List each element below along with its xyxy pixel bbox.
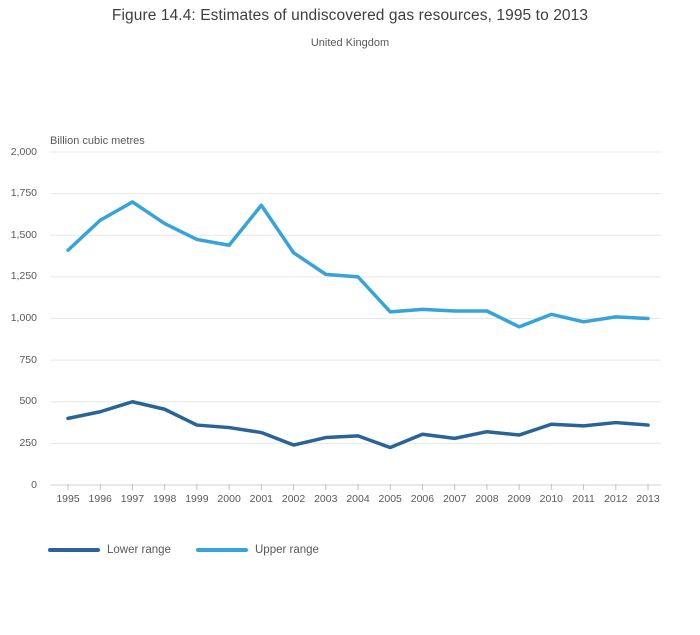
legend-item-lower-range: Lower range [48,542,171,558]
chart-title: Figure 14.4: Estimates of undiscovered g… [111,7,589,24]
y-tick-label: 500 [19,395,37,408]
x-tick-label: 1998 [152,493,177,505]
legend-swatch-lower-range-icon [48,548,100,552]
y-tick-label: 2,000 [10,145,37,158]
y-tick-label: 1,000 [10,312,37,324]
x-tick-label: 2010 [539,493,563,505]
x-tick-label: 2004 [346,493,370,505]
legend-item-upper-range: Upper range [196,542,319,558]
x-tick-label: 2008 [475,493,499,505]
y-tick-label: 0 [31,478,37,491]
x-tick-label: 2012 [604,493,628,505]
y-tick-label: 1,750 [10,187,37,200]
y-tick-label: 250 [19,436,37,449]
x-tick-label: 1995 [56,493,80,505]
x-tick-label: 1999 [185,493,209,505]
legend-label-upper-range: Upper range [255,544,319,556]
x-tick-label: 2003 [314,493,338,505]
y-tick-label: 750 [19,353,37,366]
x-tick-label: 2001 [249,493,273,505]
x-tick-label: 2002 [281,493,306,505]
y-axis-unit-label: Billion cubic metres [50,135,145,147]
x-tick-label: 2013 [636,493,660,505]
x-tick-label: 2007 [442,493,467,505]
y-tick-label: 1,500 [10,228,37,241]
x-tick-label: 2005 [378,493,402,505]
x-tick-label: 2009 [507,493,531,505]
x-tick-label: 2000 [217,493,241,505]
series-line-lower-range [66,400,650,450]
x-tick-label: 1996 [88,493,112,505]
legend-label-lower-range: Lower range [107,544,171,556]
series-line-upper-range [66,200,650,329]
legend-swatch-upper-range-icon [196,548,248,552]
x-tick-label: 2011 [572,493,595,505]
x-tick-label: 1997 [120,493,145,505]
x-tick-label: 2006 [410,493,435,505]
chart-subtitle: United Kingdom [310,37,390,49]
y-tick-label: 1,250 [10,270,37,283]
chart-legend: Lower range Upper range [0,542,700,558]
